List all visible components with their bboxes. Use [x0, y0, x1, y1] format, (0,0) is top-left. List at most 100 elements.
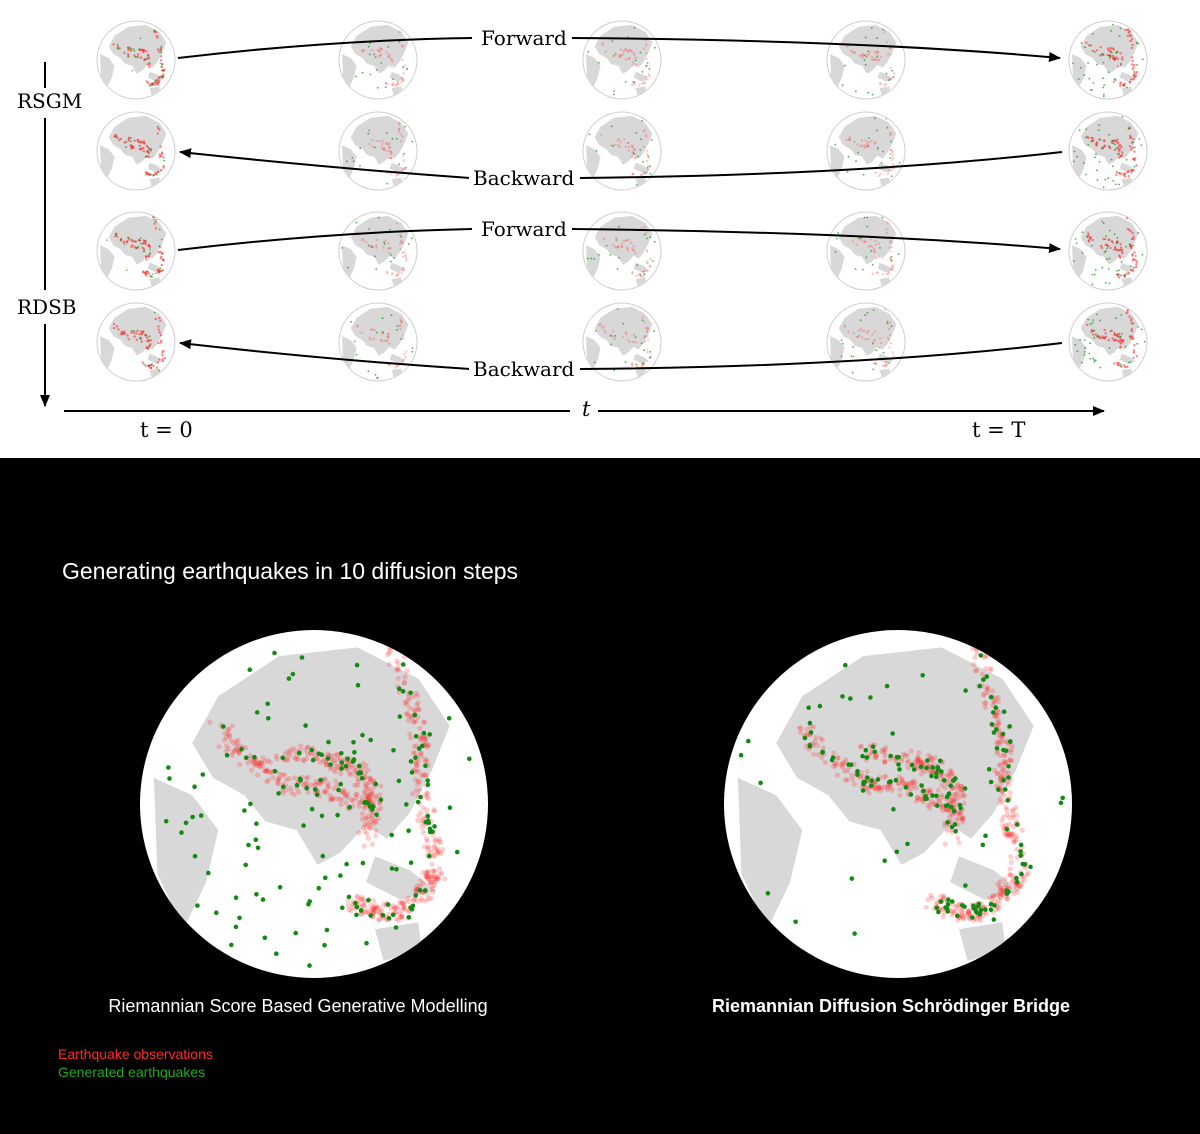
generated-point	[160, 45, 163, 48]
observation-point	[124, 140, 128, 144]
observation-point	[945, 773, 952, 779]
generated-point	[276, 791, 281, 796]
generated-point	[106, 239, 108, 242]
generated-point	[190, 814, 195, 820]
observation-point	[380, 338, 383, 342]
observation-point	[925, 897, 931, 903]
observation-point	[137, 138, 140, 142]
observation-point	[426, 844, 432, 850]
observation-point	[1128, 315, 1131, 318]
observation-point	[604, 50, 607, 53]
observation-point	[145, 50, 148, 53]
generated-point	[393, 257, 395, 259]
generated-point	[765, 891, 771, 896]
observation-point	[888, 785, 894, 791]
observation-point	[154, 317, 157, 321]
observation-point	[382, 246, 385, 249]
generated-point	[383, 241, 385, 244]
observation-point	[145, 144, 149, 148]
observation-point	[405, 257, 408, 261]
observation-point	[856, 143, 859, 146]
observation-point	[399, 248, 402, 251]
observation-point	[861, 56, 864, 59]
observation-point	[350, 904, 356, 910]
observation-point	[395, 665, 401, 671]
observation-point	[428, 849, 434, 855]
generated-point	[1101, 220, 1104, 223]
generated-point	[1080, 42, 1083, 44]
generated-point	[368, 129, 371, 132]
observation-point	[157, 328, 160, 331]
observation-point	[424, 794, 430, 800]
observation-point	[378, 50, 382, 53]
observation-point	[998, 753, 1004, 759]
forward-arrow-rsgm-tail	[571, 37, 1061, 62]
observation-point	[883, 744, 889, 750]
observation-point	[392, 905, 398, 911]
observation-point	[1010, 815, 1016, 821]
generated-point	[1115, 52, 1118, 54]
observation-point	[1119, 84, 1122, 88]
observation-point	[600, 134, 603, 137]
observation-point	[797, 725, 803, 731]
generated-point	[409, 770, 415, 775]
observation-point	[882, 753, 888, 759]
observation-point	[1010, 873, 1016, 879]
generated-point	[425, 813, 431, 819]
generated-point	[924, 796, 929, 801]
observation-point	[413, 690, 419, 696]
observation-point	[437, 866, 443, 872]
observation-point	[418, 750, 424, 756]
observation-point	[159, 333, 163, 337]
observation-point	[866, 790, 872, 796]
generated-point	[586, 257, 589, 260]
observation-point	[419, 820, 425, 826]
observation-point	[867, 330, 870, 333]
generated-point	[1141, 253, 1144, 256]
observation-point	[399, 913, 405, 919]
observation-point	[375, 807, 381, 813]
observation-point	[425, 845, 431, 851]
observation-point	[406, 898, 412, 905]
generated-point	[991, 917, 997, 922]
generated-point	[266, 716, 271, 721]
observation-point	[879, 172, 882, 176]
generated-point	[412, 712, 418, 718]
observation-point	[414, 883, 420, 889]
generated-point	[355, 682, 361, 688]
observation-point	[922, 768, 928, 775]
generated-point	[1101, 53, 1103, 55]
generated-point	[642, 362, 644, 365]
observation-point	[400, 901, 406, 907]
generated-point	[1102, 186, 1105, 189]
observation-point	[905, 764, 911, 771]
observation-point	[260, 763, 266, 769]
observation-point	[915, 755, 921, 762]
observation-point	[950, 798, 957, 804]
observation-point	[951, 910, 958, 916]
observation-point	[1131, 63, 1134, 66]
generated-point	[1119, 27, 1122, 30]
observation-point	[428, 879, 434, 885]
observation-point	[423, 836, 429, 842]
generated-point	[1099, 139, 1102, 141]
observation-point	[387, 247, 391, 250]
observation-point	[386, 83, 389, 86]
observation-point	[127, 139, 130, 142]
generated-point	[1137, 42, 1140, 45]
observation-point	[135, 338, 138, 342]
observation-point	[991, 699, 998, 705]
generated-point	[1014, 879, 1020, 885]
observation-point	[226, 732, 232, 738]
generated-point	[807, 742, 813, 748]
observation-point	[1006, 821, 1013, 827]
generated-point	[129, 47, 132, 50]
generated-point	[374, 56, 377, 58]
observation-point	[876, 49, 879, 53]
observation-point	[942, 822, 948, 829]
observation-point	[420, 880, 426, 886]
observation-point	[874, 257, 878, 260]
generated-point	[402, 66, 404, 69]
observation-point	[613, 52, 617, 55]
observation-point	[1130, 148, 1133, 151]
